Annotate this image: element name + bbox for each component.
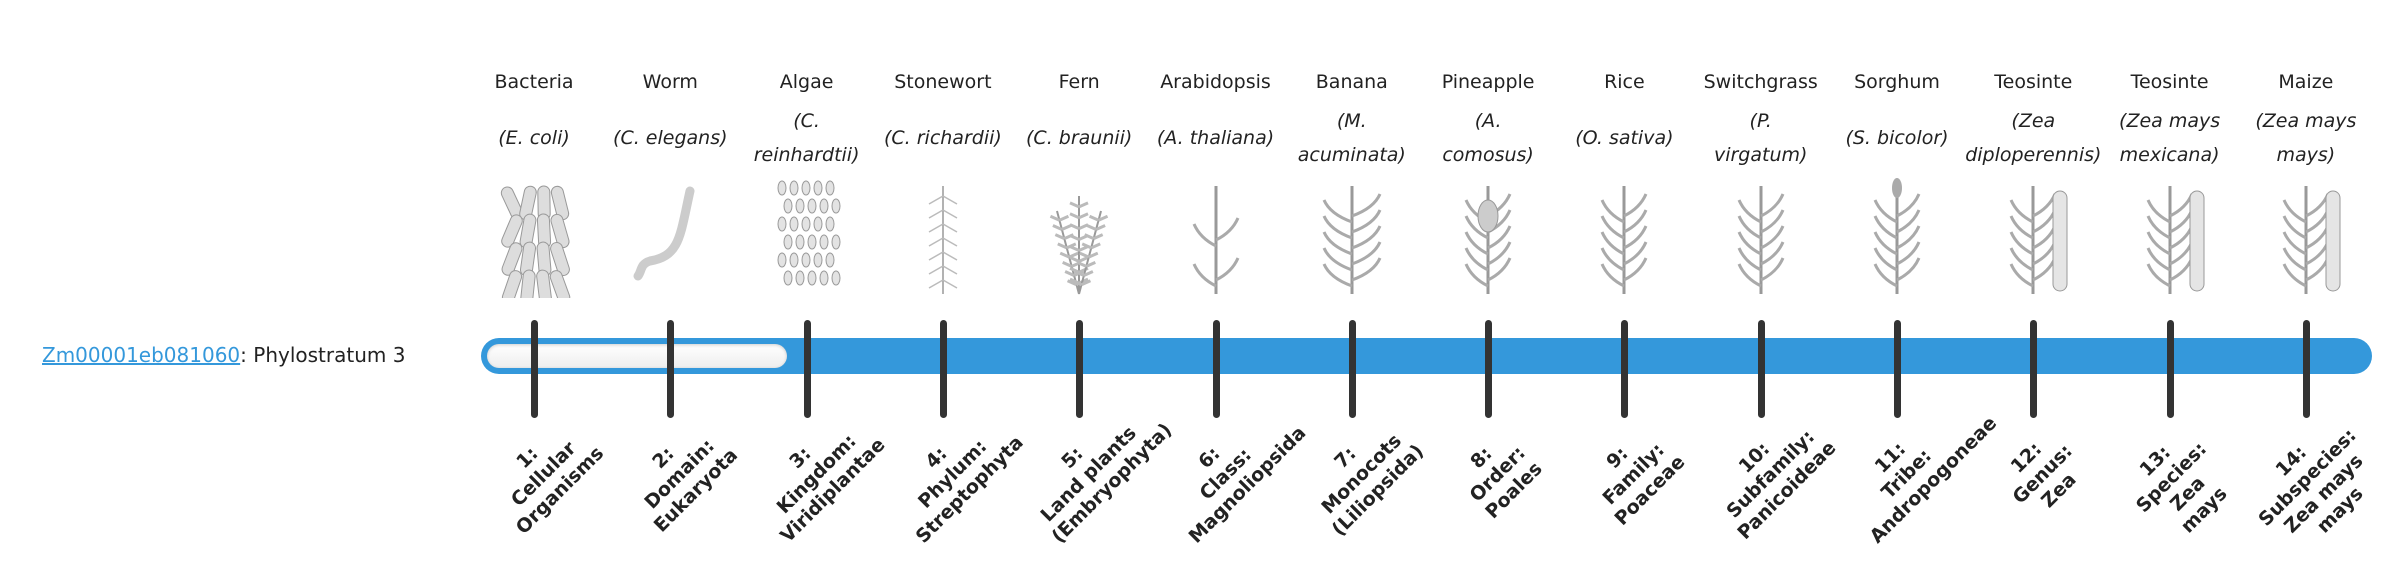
phylostratum-text: : Phylostratum 3 [240, 343, 406, 367]
stratum-tick [1212, 320, 1220, 418]
stratum-label: 4: Phylum: Streptophyta [879, 401, 1028, 549]
organism-common-name: Switchgrass [1703, 71, 1818, 93]
scientific-name-line: (S. bicolor) [1845, 127, 1949, 149]
banana-icon [1284, 176, 1420, 298]
scientific-name-line: mexicana) [2119, 144, 2220, 166]
stratum-label: 11: Tribe: Andropogoneae [1833, 401, 2002, 549]
organism-scientific-name: (C. elegans) [602, 100, 738, 176]
stratum-label: 13: Species: Zea mays [2098, 404, 2262, 568]
organism-common-name: Teosinte [2130, 71, 2209, 93]
scientific-name-line: (M. [1336, 110, 1367, 132]
organism-scientific-name: (A. comosus) [1420, 100, 1556, 176]
organism-scientific-name: (M. acuminata) [1284, 100, 1420, 176]
stratum-tick [2030, 320, 2038, 418]
stratum-tick [1348, 320, 1356, 418]
organism-scientific-name: (Zea diploperennis) [1965, 100, 2101, 176]
organism-common-name: Fern [1058, 71, 1100, 93]
stratum-label: 2: Domain: Eukaryota [606, 401, 754, 549]
stratum-label: 14: Subspecies: Zea mays mays [2234, 404, 2398, 568]
stratum-label: 10: Subfamily: Panicoideae [1697, 401, 1845, 549]
scientific-name-line: mays) [2276, 144, 2336, 166]
scientific-name-line: (O. sativa) [1575, 127, 1674, 149]
organism-common-name: Teosinte [1994, 71, 2073, 93]
maize-icon [2238, 176, 2374, 298]
organism-scientific-name: (C. richardii) [875, 100, 1011, 176]
stratum-label: 9: Family: Poaceae [1560, 401, 1708, 549]
scientific-name-line: diploperennis) [1965, 144, 2102, 166]
rice-icon [1556, 176, 1692, 298]
stratum-label: 7: Monocots (Liliopsida) [1288, 401, 1436, 549]
stonewort-icon [875, 176, 1011, 298]
scientific-name-line: (Zea [2011, 110, 2056, 132]
organism-common-name: Maize [2278, 71, 2334, 93]
scientific-name-line: (Zea mays [2255, 110, 2357, 132]
gene-link[interactable]: Zm00001eb081060 [42, 343, 241, 367]
arabidopsis-icon [1148, 176, 1284, 298]
stratum-label: 5: Land plants (Embryophyta) [1015, 401, 1177, 549]
organism-scientific-name: (C. reinhardtii) [739, 100, 875, 176]
scientific-name-line: (E. coli) [498, 127, 570, 149]
organism-common-name: Bacteria [494, 71, 574, 93]
organism-scientific-name: (E. coli) [466, 100, 602, 176]
stratum-tick [1076, 320, 1084, 418]
scientific-name-line: (C. braunii) [1026, 127, 1133, 149]
switchgrass-icon [1693, 176, 1829, 298]
fern-icon [1011, 176, 1147, 298]
scientific-name-line: (A. [1474, 110, 1502, 132]
scientific-name-line: (C. elegans) [613, 127, 728, 149]
organism-scientific-name: (A. thaliana) [1148, 100, 1284, 176]
organism-common-name: Worm [642, 71, 698, 93]
stratum-tick [667, 320, 675, 418]
scientific-name-line: comosus) [1442, 144, 1534, 166]
stratum-label: 3: Kingdom: Viridiplantae [743, 401, 891, 549]
scientific-name-line: acuminata) [1297, 144, 1406, 166]
organism-common-name: Algae [779, 71, 834, 93]
scientific-name-line: virgatum) [1713, 144, 1808, 166]
scientific-name-line: (C. richardii) [883, 127, 1002, 149]
organism-common-name: Pineapple [1441, 71, 1535, 93]
organism-common-name: Banana [1315, 71, 1388, 93]
stratum-tick [1894, 320, 1901, 418]
sorghum-icon [1829, 176, 1965, 298]
scientific-name-line: (C. [793, 110, 820, 132]
gene-label: Zm00001eb081060: Phylostratum 3 [42, 340, 405, 370]
organism-scientific-name: (Zea mays mexicana) [2102, 100, 2238, 176]
stratum-tick [1485, 320, 1493, 418]
scientific-name-line: (Zea mays [2119, 110, 2221, 132]
organism-scientific-name: (P. virgatum) [1693, 100, 1829, 176]
bacteria-icon [466, 176, 602, 305]
stratum-label: 1: Cellular Organisms [470, 401, 618, 549]
organism-scientific-name: (C. braunii) [1011, 100, 1147, 176]
organism-common-name: Sorghum [1854, 71, 1940, 93]
stratum-label: 8: Order: Poales [1424, 401, 1572, 549]
organism-common-name: Rice [1604, 71, 1645, 93]
stratum-tick [2302, 320, 2310, 418]
stratum-tick [531, 320, 538, 418]
scientific-name-line: (A. thaliana) [1156, 127, 1275, 149]
algae-icon [739, 176, 875, 298]
pineapple-icon [1420, 176, 1556, 298]
stratum-tick [2166, 320, 2174, 418]
organism-scientific-name: (S. bicolor) [1829, 100, 1965, 176]
stratum-tick [1621, 320, 1629, 418]
stratum-label: 6: Class: Magnoliopsida [1152, 401, 1310, 549]
organism-common-name: Stonewort [894, 71, 992, 93]
organism-scientific-name: (O. sativa) [1556, 100, 1692, 176]
organism-common-name: Arabidopsis [1160, 71, 1271, 93]
scientific-name-line: reinhardtii) [753, 144, 860, 166]
organism-scientific-name: (Zea mays mays) [2238, 100, 2374, 176]
scientific-name-line: (P. [1749, 110, 1772, 132]
worm-icon [602, 176, 738, 298]
stratum-tick [939, 320, 947, 418]
stratum-tick [803, 320, 811, 418]
phylostratum-bar [481, 338, 2372, 374]
teosinte-icon [2102, 176, 2238, 298]
stratum-tick [1757, 320, 1765, 418]
teosinte-icon [1965, 176, 2101, 298]
